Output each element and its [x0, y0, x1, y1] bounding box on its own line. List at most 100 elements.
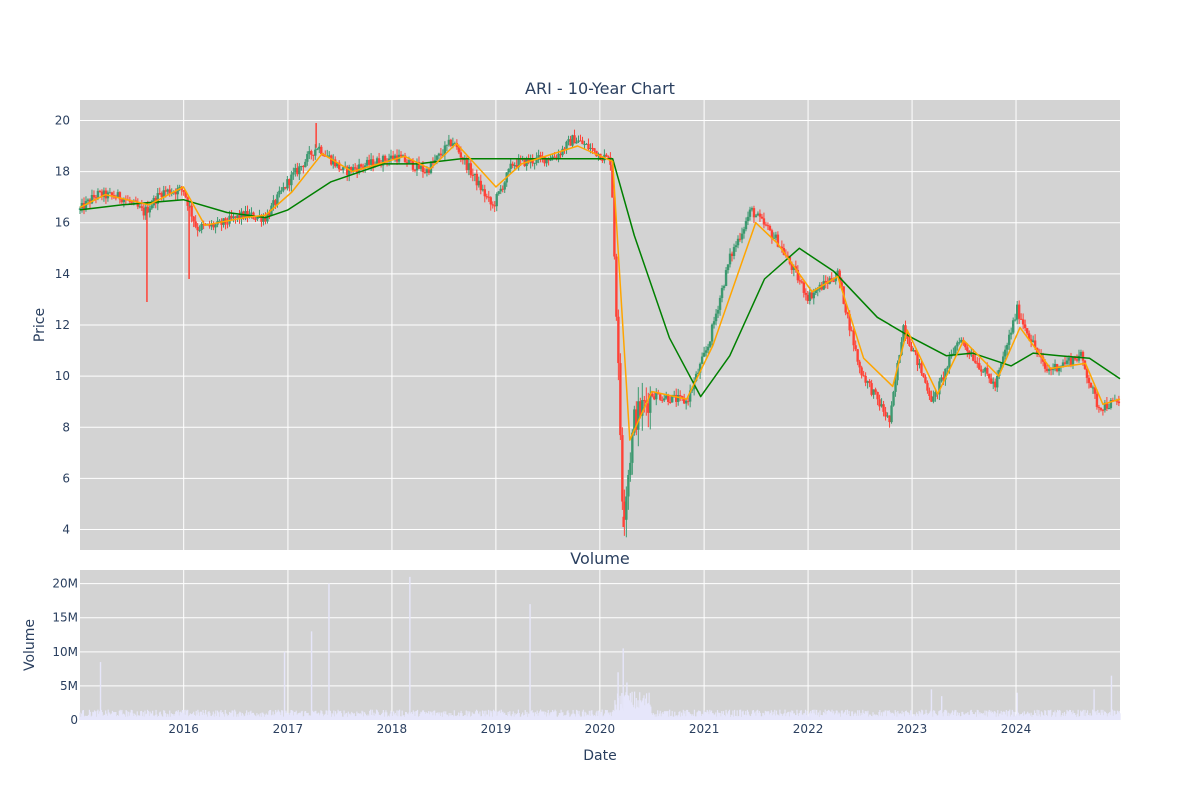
candle-body — [744, 221, 748, 230]
candle-body — [724, 270, 728, 286]
candle-body — [184, 191, 187, 198]
candle-body — [768, 225, 772, 231]
candle-body — [140, 206, 144, 208]
candle-body — [888, 415, 891, 423]
candle-body — [663, 398, 666, 401]
candle-body — [260, 215, 263, 222]
candle-body — [1057, 367, 1061, 372]
candle-body — [872, 389, 875, 395]
candle-body — [342, 167, 345, 171]
candle-body — [649, 393, 652, 413]
candle-body — [545, 158, 548, 164]
candle-body — [964, 342, 967, 348]
volume-y-ticks: 0 5M 10M 15M 20M — [52, 577, 78, 727]
candle-body — [465, 158, 469, 170]
candle-body — [720, 288, 724, 298]
x-tick-label: 2017 — [273, 722, 304, 736]
candle-body — [527, 158, 530, 163]
candle-body — [389, 155, 393, 159]
candle-body — [838, 270, 841, 283]
candle-body — [567, 139, 570, 142]
x-tick-label: 2018 — [377, 722, 408, 736]
candle-body — [814, 290, 817, 294]
candle-body — [1017, 304, 1021, 319]
candle-body — [214, 224, 217, 228]
candle-body — [890, 405, 893, 423]
candle-body — [487, 196, 490, 198]
chart-title: ARI - 10-Year Chart — [525, 79, 675, 98]
candle-body — [272, 200, 275, 206]
candle-body — [1087, 377, 1091, 383]
candle-body — [282, 187, 285, 191]
candle-body — [1083, 360, 1087, 369]
candle-body — [453, 143, 457, 145]
candle-body — [320, 146, 323, 154]
candle-body — [340, 169, 343, 171]
candle-body — [850, 330, 853, 332]
candle-body — [934, 392, 937, 397]
candle-body — [150, 205, 153, 209]
candle-body — [796, 269, 800, 281]
candle-body — [1115, 400, 1119, 402]
candle-body — [415, 162, 419, 171]
candle-body — [1073, 357, 1077, 360]
candle-body — [966, 347, 969, 352]
candle-body — [405, 162, 409, 164]
candle-body — [489, 197, 492, 205]
candle-body — [940, 377, 943, 382]
candle-body — [579, 140, 582, 142]
candle-body — [1079, 351, 1083, 356]
candle-body — [980, 369, 983, 372]
candle-body — [922, 373, 925, 377]
candle-body — [1002, 356, 1005, 364]
candle-body — [192, 216, 195, 222]
candle-body — [479, 180, 482, 191]
candle-body — [495, 193, 498, 207]
candle-body — [1027, 333, 1031, 340]
candle-body — [310, 151, 313, 155]
candle-body — [671, 394, 674, 403]
volume-tick-label: 5M — [60, 679, 78, 693]
candle-body — [698, 363, 702, 373]
candle-body — [852, 330, 855, 346]
short-ma-line — [79, 142, 1121, 441]
candle-body — [948, 356, 951, 368]
candle-body — [296, 167, 299, 175]
candle-body — [804, 292, 808, 295]
price-tick-label: 8 — [62, 420, 70, 434]
candle-body — [469, 163, 473, 175]
candle-body — [810, 292, 813, 299]
candle-body — [734, 245, 738, 248]
candle-body — [633, 409, 636, 433]
candle-body — [932, 396, 935, 402]
candle-body — [918, 363, 921, 366]
candle-body — [200, 223, 203, 230]
candle-body — [772, 237, 776, 239]
candle-body — [1109, 400, 1113, 409]
candle-body — [361, 166, 365, 168]
candle-body — [904, 325, 907, 336]
candle-body — [88, 199, 92, 204]
candle-body — [740, 233, 744, 240]
candle-body — [363, 165, 367, 168]
x-tick-label: 2021 — [689, 722, 720, 736]
candle-body — [1007, 334, 1011, 345]
candle-body — [776, 234, 780, 247]
candle-body — [441, 154, 445, 156]
candle-body — [730, 253, 734, 257]
candle-body — [601, 159, 604, 161]
price-tick-label: 10 — [55, 369, 70, 383]
candle-body — [573, 135, 576, 144]
candle-body — [924, 376, 927, 383]
candle-body — [445, 144, 449, 146]
candle-body — [1101, 409, 1105, 411]
candle-body — [702, 352, 706, 357]
candle-body — [196, 226, 199, 231]
candle-body — [94, 197, 98, 199]
candle-body — [1011, 320, 1015, 333]
candle-body — [353, 167, 357, 169]
candle-body — [812, 293, 815, 299]
candle-body — [569, 139, 572, 146]
candle-body — [1019, 318, 1023, 320]
